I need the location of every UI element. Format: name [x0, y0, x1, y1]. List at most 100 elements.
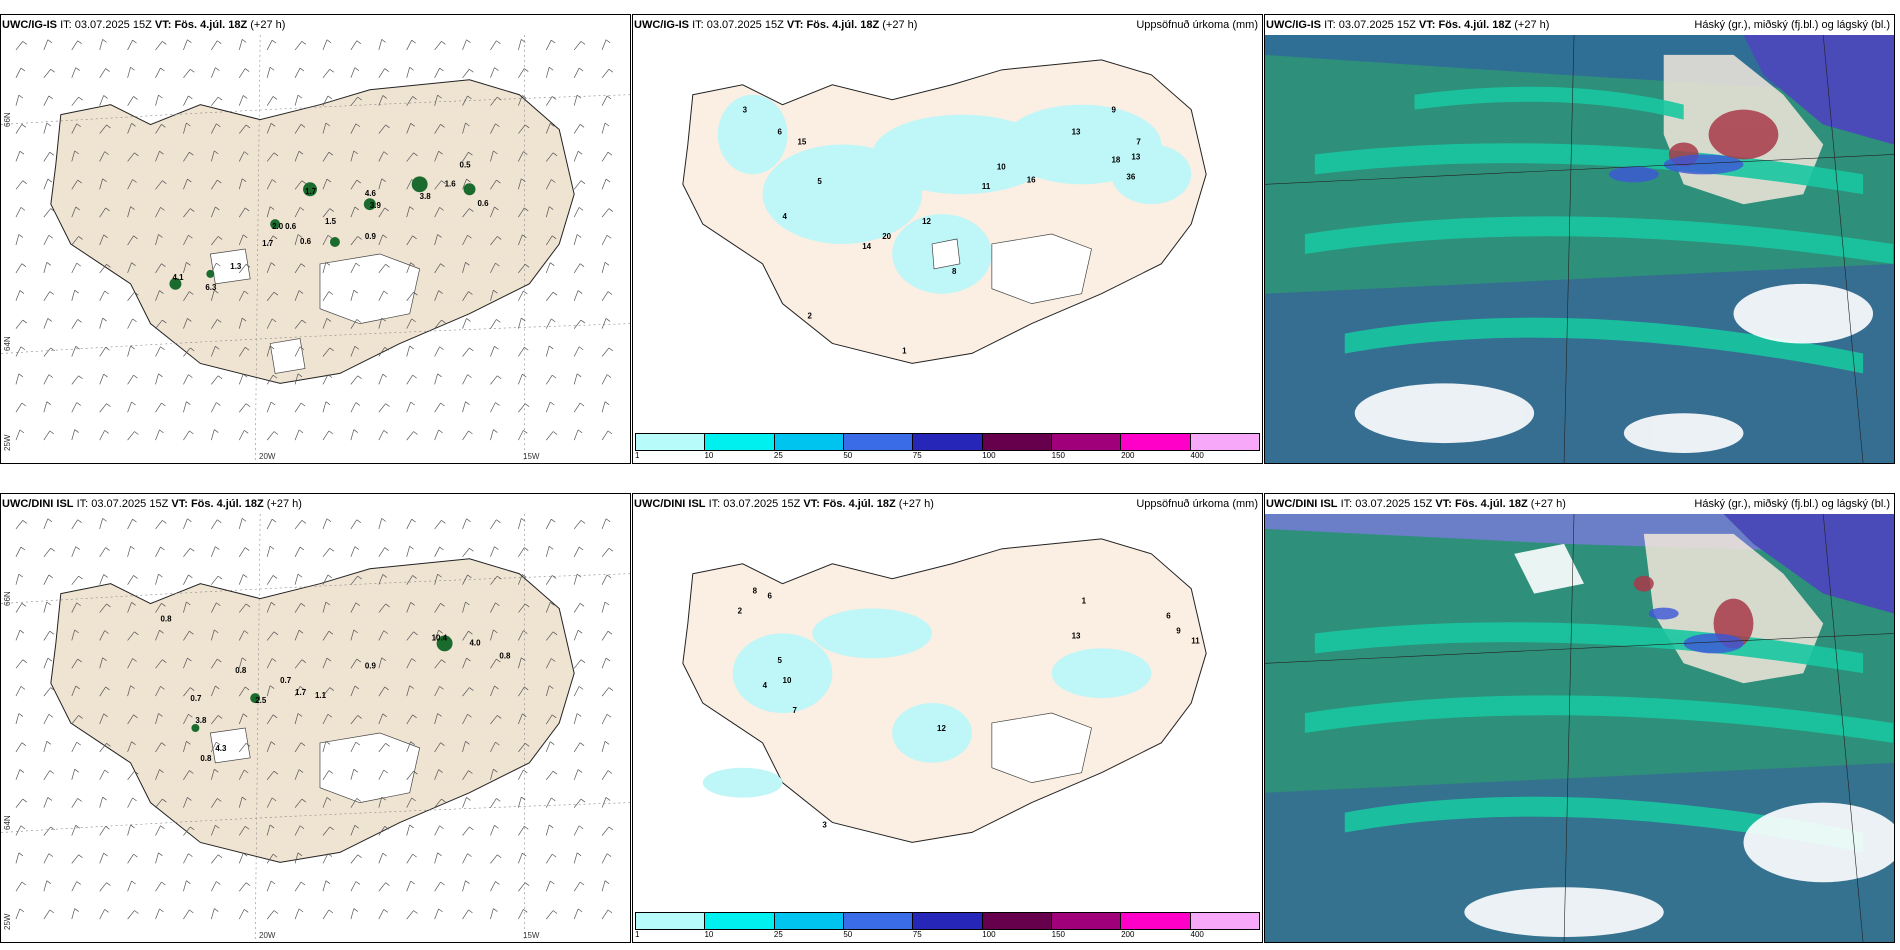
colorbar-segment — [982, 434, 1052, 450]
lon-label-25w: 25W — [3, 434, 12, 451]
svg-text:0.6: 0.6 — [300, 237, 312, 246]
colorbar-tick: 400 — [1190, 451, 1204, 460]
svg-text:6: 6 — [1166, 611, 1171, 620]
colorbar-tick: 1 — [635, 930, 640, 939]
colorbar-tick: 400 — [1190, 930, 1204, 939]
svg-text:6: 6 — [768, 592, 773, 601]
svg-text:10: 10 — [997, 162, 1006, 171]
svg-text:0.8: 0.8 — [160, 615, 172, 624]
lat-label-64n: 64N — [3, 336, 12, 351]
svg-text:6: 6 — [778, 128, 783, 137]
svg-text:2: 2 — [738, 607, 743, 616]
svg-text:0.5: 0.5 — [460, 160, 472, 169]
svg-text:7: 7 — [792, 706, 797, 715]
svg-text:10: 10 — [783, 676, 792, 685]
colorbar-segment — [636, 913, 706, 929]
svg-text:0.8: 0.8 — [499, 651, 511, 660]
svg-text:10.4: 10.4 — [432, 633, 448, 642]
svg-text:4: 4 — [763, 681, 768, 690]
svg-text:11: 11 — [982, 182, 991, 191]
svg-text:1.7: 1.7 — [305, 187, 317, 196]
svg-text:0.9: 0.9 — [365, 232, 377, 241]
precip-map: 8 6 2 5 4 10 7 12 13 3 1 11 9 6 — [633, 514, 1262, 912]
svg-text:0.6: 0.6 — [477, 199, 489, 208]
colorbar-tick: 200 — [1121, 930, 1135, 939]
panel-precip-row2: UWC/DINI ISL IT: 03.07.2025 15Z VT: Fös.… — [632, 493, 1263, 943]
svg-text:1: 1 — [902, 346, 907, 355]
colorbar-tick: 25 — [773, 930, 783, 939]
svg-text:6.3: 6.3 — [205, 283, 217, 292]
colorbar-segment — [982, 913, 1052, 929]
svg-text:1: 1 — [1082, 597, 1087, 606]
svg-text:1.7: 1.7 — [295, 688, 307, 697]
svg-text:0.8: 0.8 — [200, 754, 212, 763]
panel-cloud-row1: UWC/IG-IS IT: 03.07.2025 15Z VT: Fös. 4.… — [1264, 14, 1895, 464]
colorbar-tick: 50 — [843, 930, 853, 939]
colorbar-segment — [636, 434, 706, 450]
colorbar-tick: 10 — [704, 930, 714, 939]
cloud-map — [1265, 35, 1894, 463]
lon-label-15w: 15W — [523, 452, 540, 461]
svg-text:0.9: 0.9 — [365, 661, 377, 670]
panel-header: UWC/IG-IS IT: 03.07.2025 15Z VT: Fös. 4.… — [1266, 19, 1890, 31]
svg-text:13: 13 — [1131, 152, 1140, 161]
svg-text:3: 3 — [822, 820, 827, 829]
svg-text:5: 5 — [778, 656, 783, 665]
cloud-title: Háský (gr.), miðský (fj.bl.) og lágský (… — [1694, 498, 1890, 510]
svg-text:0.7: 0.7 — [280, 676, 292, 685]
panel-header: UWC/DINI ISL IT: 03.07.2025 15Z VT: Fös.… — [1266, 498, 1890, 510]
svg-text:7: 7 — [1136, 137, 1141, 146]
colorbar-segment — [1121, 434, 1191, 450]
colorbar-segment — [774, 434, 844, 450]
colorbar-tick: 50 — [843, 451, 853, 460]
lat-label-64n: 64N — [3, 815, 12, 830]
svg-text:9: 9 — [1176, 626, 1181, 635]
colorbar-tick: 200 — [1121, 451, 1135, 460]
cloud-title: Háský (gr.), miðský (fj.bl.) og lágský (… — [1694, 19, 1890, 31]
wind-map: 0.5 1.7 4.6 3.9 3.8 1.6 0.6 2.0 0.6 1.5 … — [1, 35, 630, 463]
colorbar-segment — [843, 913, 914, 929]
colorbar-segment — [774, 913, 844, 929]
svg-text:2.5: 2.5 — [255, 696, 267, 705]
svg-text:1.1: 1.1 — [315, 691, 327, 700]
precip-colorbar: 1 10 25 50 75 100 150 200 400 — [633, 433, 1262, 463]
lat-label-66n: 66N — [3, 591, 12, 606]
svg-text:8: 8 — [753, 587, 758, 596]
colorbar-tick: 25 — [773, 451, 783, 460]
svg-text:4.1: 4.1 — [172, 273, 184, 282]
wind-map: 0.8 0.8 0.7 1.7 1.1 0.9 10.4 4.0 0.8 0.7… — [1, 514, 630, 942]
svg-text:1.7: 1.7 — [262, 239, 274, 248]
svg-text:0.7: 0.7 — [190, 694, 202, 703]
svg-text:5: 5 — [817, 177, 822, 186]
colorbar-segment — [1051, 434, 1122, 450]
svg-text:12: 12 — [937, 724, 946, 733]
svg-text:9: 9 — [1111, 106, 1116, 115]
svg-text:2.0: 2.0 — [272, 222, 284, 231]
colorbar-tick: 75 — [912, 930, 922, 939]
lat-label-66n: 66N — [3, 112, 12, 127]
svg-text:4.0: 4.0 — [470, 638, 482, 647]
colorbar-segment — [1121, 913, 1191, 929]
svg-text:0.8: 0.8 — [235, 666, 247, 675]
svg-text:8: 8 — [952, 267, 957, 276]
colorbar-segment — [705, 913, 775, 929]
colorbar-segment — [913, 913, 983, 929]
svg-text:12: 12 — [922, 217, 931, 226]
precip-map: 3 6 15 9 13 7 10 18 13 12 20 14 8 5 11 1… — [633, 35, 1262, 433]
svg-text:18: 18 — [1111, 155, 1120, 164]
colorbar-segment — [1190, 434, 1259, 450]
precip-title: Uppsöfnuð úrkoma (mm) — [1136, 19, 1258, 31]
panel-cloud-row2: UWC/DINI ISL IT: 03.07.2025 15Z VT: Fös.… — [1264, 493, 1895, 943]
svg-text:3.8: 3.8 — [195, 716, 207, 725]
svg-text:1.6: 1.6 — [445, 179, 457, 188]
panel-header: UWC/DINI ISL IT: 03.07.2025 15Z VT: Fös.… — [634, 498, 1258, 510]
svg-text:0.6: 0.6 — [285, 222, 297, 231]
lon-label-15w: 15W — [523, 931, 540, 940]
panel-wind-row1: UWC/IG-IS IT: 03.07.2025 15Z VT: Fös. 4.… — [0, 14, 631, 464]
colorbar-tick: 100 — [982, 930, 996, 939]
svg-text:1.3: 1.3 — [230, 262, 242, 271]
precip-colorbar: 1 10 25 50 75 100 150 200 400 — [633, 912, 1262, 942]
svg-text:20: 20 — [882, 232, 891, 241]
colorbar-tick: 75 — [912, 451, 922, 460]
panel-header: UWC/IG-IS IT: 03.07.2025 15Z VT: Fös. 4.… — [634, 19, 1258, 31]
